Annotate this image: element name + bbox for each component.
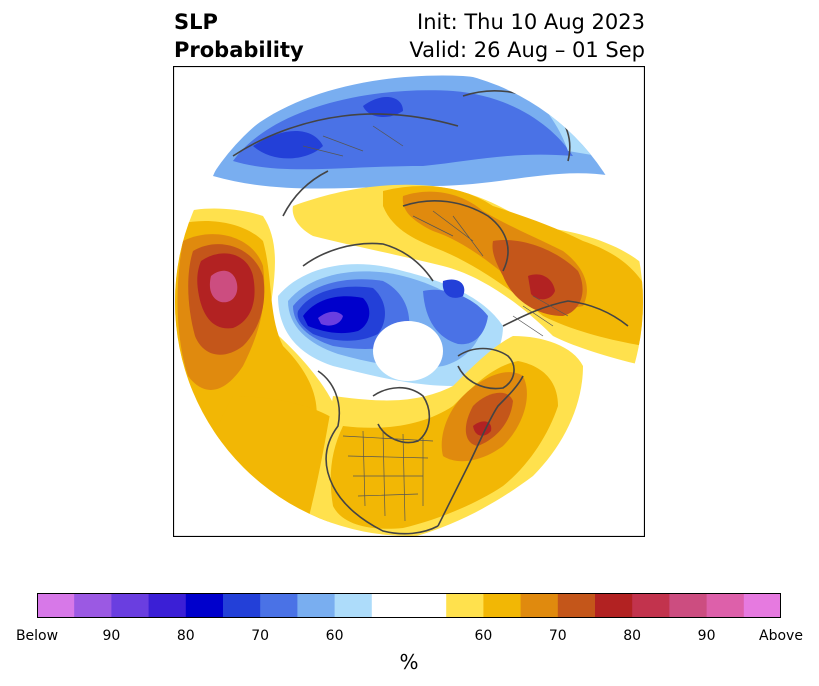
colorbar-swatch <box>557 593 596 618</box>
colorbar-swatch <box>111 593 150 618</box>
colorbar-tick-label: 60 <box>474 628 493 644</box>
colorbar-tick-label: 70 <box>548 628 567 644</box>
colorbar-swatch <box>223 593 261 618</box>
colorbar-swatch <box>185 593 224 618</box>
colorbar-tick-label: Above <box>759 628 803 644</box>
colorbar-tick-label: 80 <box>176 628 195 644</box>
init-date: Init: Thu 10 Aug 2023 <box>417 10 645 34</box>
colorbar-swatch <box>595 593 633 618</box>
title-line-probability: Probability <box>174 38 304 62</box>
colorbar-swatch <box>37 593 75 618</box>
colorbar-swatch <box>706 593 745 618</box>
colorbar-swatch <box>297 593 336 618</box>
map-dates: Init: Thu 10 Aug 2023 Valid: 26 Aug – 01… <box>409 8 645 64</box>
colorbar-swatch <box>520 593 559 618</box>
colorbar-swatch <box>743 593 781 618</box>
colorbar-swatch <box>371 593 447 618</box>
colorbar-tick-label: 90 <box>697 628 716 644</box>
probability-map <box>173 66 645 537</box>
colorbar-swatch <box>260 593 298 618</box>
title-line-slp: SLP <box>174 10 218 34</box>
probability-field <box>175 68 643 536</box>
colorbar <box>37 593 781 618</box>
colorbar-tick-label: 70 <box>251 628 270 644</box>
colorbar-units: % <box>399 650 419 674</box>
colorbar-swatch <box>483 593 522 618</box>
borders <box>302 125 569 522</box>
colorbar-border <box>37 593 781 618</box>
colorbar-swatch <box>632 593 670 618</box>
colorbar-swatch <box>446 593 484 618</box>
colorbar-tick-label: 90 <box>102 628 121 644</box>
colorbar-tick-label: 60 <box>325 628 344 644</box>
colorbar-swatch <box>669 593 708 618</box>
colorbar-swatch <box>74 593 112 618</box>
colorbar-tick-label: Below <box>15 628 59 644</box>
colorbar-swatch <box>148 593 187 618</box>
colorbar-swatch <box>334 593 373 618</box>
map-title: SLP Probability <box>174 8 304 64</box>
colorbar-tick-label: 80 <box>623 628 642 644</box>
valid-range: Valid: 26 Aug – 01 Sep <box>409 38 645 62</box>
